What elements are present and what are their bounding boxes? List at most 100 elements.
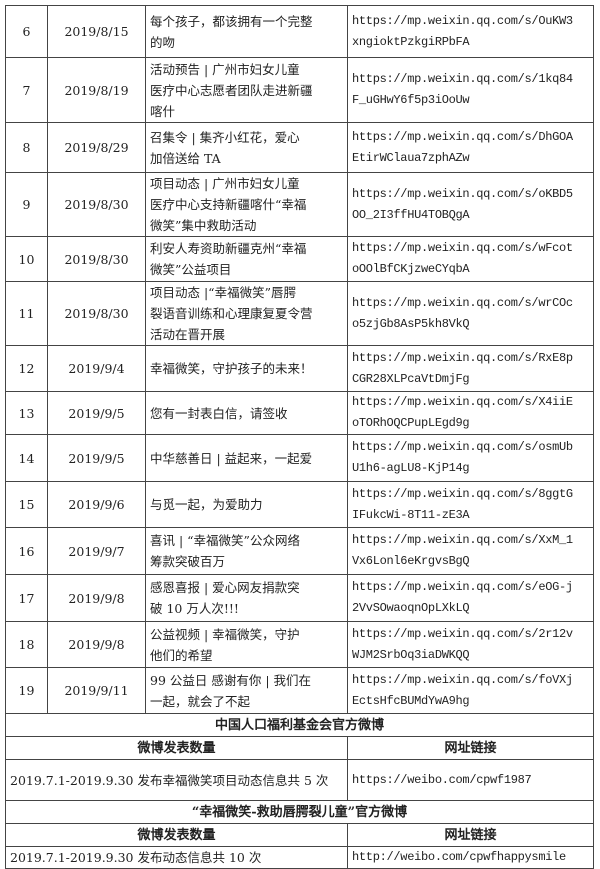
article-title: 每个孩子，都该拥有一个完整 的吻 [145,5,348,58]
article-link[interactable]: https://mp.weixin.qq.com/s/OuKW3 xngioktP… [347,5,594,58]
article-title: 您有一封表白信，请签收 [145,391,348,435]
article-title: 中华慈善日 | 益起来，一起爱 [145,434,348,482]
article-link[interactable]: https://mp.weixin.qq.com/s/1kq84 F_uGHwY6… [347,57,594,123]
title-line: 活动预告 | 广州市妇女儿童 [150,61,300,77]
row-number: 16 [5,527,48,575]
link-line[interactable]: oOOlBfCKjzweCYqbA [352,262,470,276]
row-number: 11 [5,281,48,346]
link-line[interactable]: https://mp.weixin.qq.com/s/DhGOA [352,129,573,144]
article-link[interactable]: https://mp.weixin.qq.com/s/wrCOc o5zjGb8A… [347,281,594,346]
link-line[interactable]: Vx6Lonl6eKrgvsBgQ [352,554,470,568]
article-link[interactable]: https://mp.weixin.qq.com/s/RxE8p CGR28XLP… [347,345,594,392]
table-row: 13 2019/9/5 您有一封表白信，请签收 https://mp.weixin.q… [5,391,594,435]
row-number: 18 [5,621,48,668]
title-line: 他们的希望 [150,647,213,663]
link-line[interactable]: o5zjGb8AsP5kh8VkQ [352,316,470,331]
link-line[interactable]: https://mp.weixin.qq.com/s/OuKW3 [352,13,573,28]
link-line[interactable]: https://mp.weixin.qq.com/s/2r12v [352,626,573,641]
article-link[interactable]: https://mp.weixin.qq.com/s/8ggtG IFukcWi-… [347,481,594,528]
link-line[interactable]: https://mp.weixin.qq.com/s/wrCOc [352,295,573,310]
link-line[interactable]: EtirWClaua7zphAZw [352,150,470,165]
weibo2-count: 2019.7.1-2019.9.30 发布动态信息共 10 次 [5,846,348,869]
title-line: 一起，就会了不起 [150,693,251,709]
row-number: 10 [5,236,48,282]
table-row: 18 2019/9/8 公益视频 | 幸福微笑，守护 他们的希望 https://mp.… [5,621,594,668]
weibo2-title: “幸福微笑-救助唇腭裂儿童”官方微博 [5,800,594,824]
link-line[interactable]: xngioktPzkgiRPbFA [352,34,470,49]
title-line: 幸福微笑，守护孩子的未来！ [150,361,313,376]
title-line: 筹款突破百万 [150,554,226,569]
publish-date: 2019/9/11 [47,667,146,714]
link-line[interactable]: https://mp.weixin.qq.com/s/foVXj [352,672,573,687]
weibo1-count: 2019.7.1-2019.9.30 发布幸福微笑项目动态信息共 5 次 [5,759,348,801]
article-link[interactable]: https://mp.weixin.qq.com/s/wFcot oOOlBfCK… [347,236,594,282]
article-title: 感恩喜报 | 爱心网友捐款突破 10 万人次!!! [145,574,348,622]
table-row: 10 2019/8/30 利安人寿资助新疆克州“幸福 微笑”公益项目 https://m… [5,236,594,282]
title-line: 每个孩子，都该拥有一个完整 [150,13,313,29]
title-line: 项目动态 |“幸福微笑”唇腭 [150,285,296,300]
publish-date: 2019/9/4 [47,345,146,392]
title-line: 利安人寿资助新疆克州“幸福 [150,241,307,256]
link-line[interactable]: https://mp.weixin.qq.com/s/RxE8p [352,350,573,365]
title-line: 项目动态 | 广州市妇女儿童 [150,176,300,191]
title-line: 裂语音训练和心理康复夏令营 [150,306,313,321]
article-title: 项目动态 |“幸福微笑”唇腭 裂语音训练和心理康复夏令营 活动在晋开展 [145,281,348,346]
publish-date: 2019/8/30 [47,172,146,237]
link-line[interactable]: F_uGHwY6f5p3iOoUw [352,93,470,107]
link-line[interactable]: https://mp.weixin.qq.com/s/X4iiE [352,395,573,409]
publish-date: 2019/9/7 [47,527,146,575]
publish-date: 2019/9/8 [47,574,146,622]
article-title: 项目动态 | 广州市妇女儿童 医疗中心支持新疆喀什“幸福 微笑”集中救助活动 [145,172,348,237]
link-line[interactable]: OO_2I3ffHU4TOBQgA [352,207,470,222]
title-line: 医疗中心支持新疆喀什“幸福 [150,197,307,212]
table-row: 17 2019/9/8 感恩喜报 | 爱心网友捐款突破 10 万人次!!! https… [5,574,594,622]
table-row: 8 2019/8/29 召集令 | 集齐小红花，爱心 加倍送给 TA https://m… [5,122,594,173]
article-link[interactable]: https://mp.weixin.qq.com/s/eOG-j 2VvSOwao… [347,574,594,622]
weibo2-link-header: 网址链接 [347,823,594,847]
article-link[interactable]: https://mp.weixin.qq.com/s/X4iiE oTORhOQC… [347,391,594,435]
row-number: 14 [5,434,48,482]
title-line: 您有一封表白信，请签收 [150,405,288,421]
link-line[interactable]: https://mp.weixin.qq.com/s/wFcot [352,241,573,255]
link-line[interactable]: oTORhOQCPupLEgd9g [352,416,470,430]
table-row: 16 2019/9/7 喜讯 | “幸福微笑”公众网络 筹款突破百万 https://m… [5,527,594,575]
table-row: 12 2019/9/4 幸福微笑，守护孩子的未来！ https://mp.weixin… [5,345,594,392]
table-row: 6 2019/8/15 每个孩子，都该拥有一个完整 的吻 https://mp.weix… [5,5,594,58]
link-line[interactable]: https://mp.weixin.qq.com/s/osmUb [352,440,573,454]
weibo1-link-header: 网址链接 [347,736,594,760]
link-line[interactable]: 2VvSOwaoqnOpLXkLQ [352,601,470,615]
article-link[interactable]: https://mp.weixin.qq.com/s/2r12v WJM2SrbO… [347,621,594,668]
row-number: 13 [5,391,48,435]
article-link[interactable]: https://mp.weixin.qq.com/s/XxM_1 Vx6Lonl6… [347,527,594,575]
title-line: 微笑”集中救助活动 [150,218,257,233]
link-line[interactable]: CGR28XLPcaVtDmjFg [352,371,470,386]
article-link[interactable]: https://mp.weixin.qq.com/s/foVXj EctsHfcB… [347,667,594,714]
title-line: 加倍送给 TA [150,150,221,166]
publish-date: 2019/9/5 [47,391,146,435]
link-line[interactable]: WJM2SrbOq3iaDWKQQ [352,647,470,662]
link-line[interactable]: IFukcWi-8T11-zE3A [352,507,470,522]
article-link[interactable]: https://mp.weixin.qq.com/s/osmUb U1h6-agL… [347,434,594,482]
article-title: 99 公益日 感谢有你 | 我们在 一起，就会了不起 [145,667,348,714]
link-line[interactable]: https://mp.weixin.qq.com/s/eOG-j [352,580,573,594]
publish-date: 2019/8/30 [47,236,146,282]
title-line: 喀什 [150,103,176,119]
link-line[interactable]: https://mp.weixin.qq.com/s/8ggtG [352,486,573,501]
publish-date: 2019/8/29 [47,122,146,173]
title-line: 99 公益日 感谢有你 | 我们在 [150,672,312,688]
row-number: 9 [5,172,48,237]
weibo2-link[interactable]: http://weibo.com/cpwfhappysmile [347,846,594,869]
table-row: 19 2019/9/11 99 公益日 感谢有你 | 我们在 一起，就会了不起 http… [5,667,594,714]
title-line: 与觅一起，为爱助力 [150,497,263,512]
link-line[interactable]: https://mp.weixin.qq.com/s/XxM_1 [352,533,573,547]
link-line[interactable]: https://mp.weixin.qq.com/s/1kq84 [352,72,573,86]
link-line[interactable]: EctsHfcBUMdYwA9hg [352,693,470,708]
weibo1-row: 2019.7.1-2019.9.30 发布幸福微笑项目动态信息共 5 次 htt… [5,759,594,801]
publish-date: 2019/8/19 [47,57,146,123]
article-link[interactable]: https://mp.weixin.qq.com/s/DhGOA EtirWCla… [347,122,594,173]
article-link[interactable]: https://mp.weixin.qq.com/s/oKBD5 OO_2I3ff… [347,172,594,237]
link-line[interactable]: U1h6-agLU8-KjP14g [352,461,470,475]
link-line[interactable]: https://mp.weixin.qq.com/s/oKBD5 [352,186,573,201]
weibo1-link[interactable]: https://weibo.com/cpwf1987 [347,759,594,801]
weibo1-count-header: 微博发表数量 [5,736,348,760]
